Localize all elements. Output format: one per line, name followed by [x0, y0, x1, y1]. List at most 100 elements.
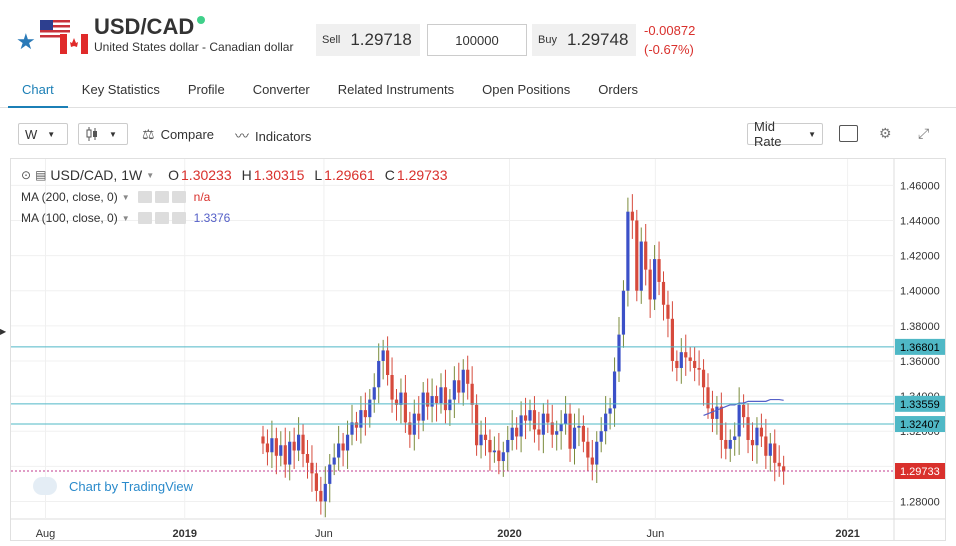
price-level-label-bg: [895, 395, 945, 412]
candle-body: [617, 334, 621, 372]
instrument-subtitle: United States dollar - Canadian dollar: [94, 40, 294, 54]
chevron-down-icon[interactable]: ▼: [121, 213, 130, 223]
candle-body: [386, 350, 390, 375]
close-icon[interactable]: [171, 191, 186, 203]
instrument-tabs: Chart Key Statistics Profile Converter R…: [0, 70, 956, 108]
favorite-star-icon[interactable]: ★: [16, 29, 36, 54]
candle-body: [657, 259, 661, 282]
tab-chart[interactable]: Chart: [8, 70, 68, 108]
candle-body: [492, 450, 496, 453]
candle-body: [648, 269, 652, 300]
candle-body: [372, 387, 376, 400]
candle-body: [706, 387, 710, 409]
tab-open-positions[interactable]: Open Positions: [482, 82, 571, 97]
tab-key-statistics[interactable]: Key Statistics: [81, 82, 160, 97]
eye-icon[interactable]: [137, 212, 152, 224]
candle-body: [782, 466, 786, 472]
legend-close-label: C: [384, 167, 395, 183]
price-level-label: 1.32407: [900, 419, 940, 431]
legend-ma200: MA (200, close, 0) ▼ n/a: [21, 190, 210, 204]
candle-body: [470, 383, 474, 405]
scroll-left-arrow-icon[interactable]: ▶: [0, 327, 7, 336]
candle-body: [488, 439, 492, 453]
chevron-down-icon[interactable]: ▼: [146, 170, 155, 180]
candle-body: [341, 443, 345, 451]
candle-body: [319, 490, 323, 502]
tab-orders[interactable]: Orders: [598, 82, 639, 97]
close-icon[interactable]: [171, 212, 186, 224]
candle-body: [337, 443, 341, 458]
chart-type-select[interactable]: ▼: [78, 123, 128, 145]
settings-gear-icon[interactable]: ⚙: [879, 125, 892, 141]
price-chart[interactable]: Aug2019Jun2020Jun20211.280001.300001.320…: [10, 158, 946, 541]
candle-body: [483, 434, 488, 440]
tab-related-instruments[interactable]: Related Instruments: [337, 82, 455, 97]
price-change-percent: (-0.67%): [644, 42, 694, 57]
candle-body: [448, 399, 452, 411]
compare-icon: ⚖: [142, 126, 155, 142]
candle-body: [577, 425, 581, 428]
legend-close-value: 1.29733: [396, 167, 448, 183]
indicators-icon: 〰: [235, 128, 249, 144]
sell-price: 1.29718: [350, 30, 412, 49]
x-tick-label: 2019: [172, 528, 196, 540]
candle-body: [510, 427, 514, 440]
legend-symbol: USD/CAD, 1W: [50, 167, 143, 183]
candle-body: [644, 241, 648, 270]
chevron-down-icon[interactable]: ▼: [121, 192, 130, 202]
tradingview-branding-link[interactable]: Chart by TradingView: [33, 477, 193, 495]
candle-body: [270, 438, 274, 453]
candle-body: [377, 360, 381, 388]
collapse-legend-icon[interactable]: ⊙: [21, 168, 32, 182]
candle-body: [475, 404, 479, 446]
indicators-label: Indicators: [255, 128, 312, 144]
candle-body: [630, 211, 634, 221]
candle-body: [261, 436, 265, 444]
candle-body: [430, 396, 434, 407]
price-level-label-bg: [895, 338, 945, 355]
candle-body: [777, 462, 781, 467]
candle-body: [461, 369, 465, 393]
chart-canvas[interactable]: Aug2019Jun2020Jun20211.280001.300001.320…: [11, 159, 945, 540]
candle-body: [697, 367, 701, 370]
candle-body: [368, 399, 372, 418]
price-level-label: 1.33559: [900, 399, 940, 411]
price-type-value: Mid Rate: [754, 119, 782, 149]
tab-converter[interactable]: Converter: [252, 82, 310, 97]
legend-low-label: L: [314, 167, 323, 183]
buy-price: 1.29748: [566, 30, 629, 49]
candle-body: [305, 454, 310, 463]
candle-body: [568, 413, 572, 449]
legend-open-value: 1.30233: [181, 167, 232, 183]
candle-body: [523, 415, 528, 421]
indicators-button[interactable]: 〰 Indicators: [235, 126, 311, 146]
candle-body: [688, 357, 692, 361]
price-type-select[interactable]: Mid Rate ▼: [747, 119, 823, 149]
tab-profile[interactable]: Profile: [187, 82, 225, 97]
settings-gear-icon[interactable]: [154, 191, 169, 203]
candle-body: [394, 399, 399, 405]
price-level-label: 1.36801: [900, 342, 940, 354]
quantity-input[interactable]: 100000: [427, 24, 527, 56]
x-tick-label: 2021: [835, 528, 859, 540]
eye-icon[interactable]: [137, 191, 152, 203]
candle-body: [581, 425, 585, 442]
candle-body: [572, 427, 577, 449]
screenshot-checkbox[interactable]: [839, 125, 858, 142]
x-tick-label: Aug: [36, 528, 56, 540]
candle-body: [532, 410, 537, 430]
settings-gear-icon[interactable]: [154, 212, 169, 224]
sell-button[interactable]: Sell 1.29718: [316, 24, 420, 56]
ma100-value: 1.3376: [193, 211, 231, 225]
candle-body: [550, 422, 554, 435]
compare-button[interactable]: ⚖ Compare: [142, 126, 214, 143]
legend-high-label: H: [241, 167, 252, 183]
candle-body: [728, 439, 732, 449]
candle-body: [537, 429, 541, 435]
y-tick-label: 1.36000: [900, 356, 940, 368]
fullscreen-icon[interactable]: ⤢: [918, 125, 930, 141]
candle-body: [265, 443, 270, 453]
buy-button[interactable]: Buy 1.29748: [532, 24, 636, 56]
interval-select[interactable]: W ▼: [18, 123, 68, 145]
candle-body: [479, 434, 483, 446]
